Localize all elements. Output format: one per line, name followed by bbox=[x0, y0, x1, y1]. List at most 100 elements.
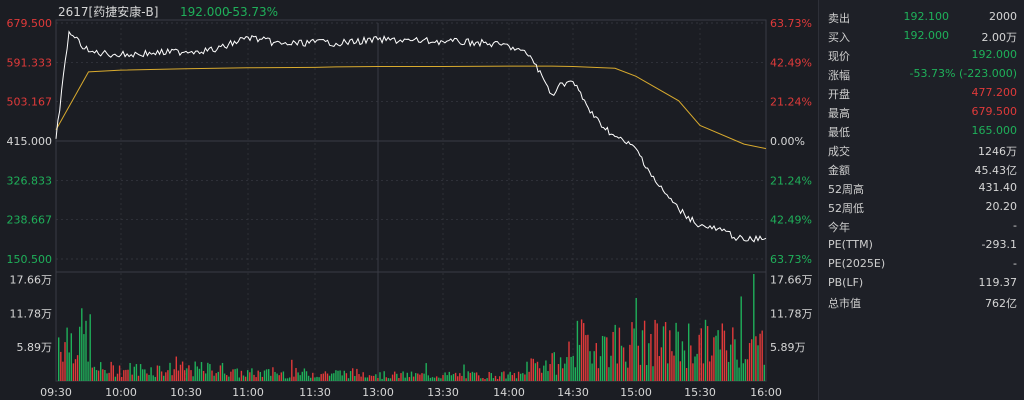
volume-bar bbox=[528, 371, 530, 381]
volume-bar bbox=[425, 363, 427, 381]
volume-bar bbox=[505, 378, 507, 381]
volume-bar bbox=[343, 370, 345, 381]
volume-bar bbox=[286, 378, 289, 381]
volume-bar bbox=[709, 361, 711, 381]
quote-row-label: 最低 bbox=[828, 126, 850, 139]
volume-bar bbox=[520, 373, 522, 381]
volume-bar bbox=[549, 364, 551, 381]
time-label: 10:30 bbox=[170, 386, 202, 399]
volume-bar bbox=[200, 362, 203, 381]
volume-bar bbox=[763, 364, 765, 381]
volume-bar bbox=[230, 371, 232, 381]
time-label: 13:00 bbox=[362, 386, 394, 399]
volume-bar bbox=[612, 331, 614, 381]
quote-row-value: 679.500 bbox=[971, 105, 1018, 118]
volume-bar bbox=[165, 372, 167, 381]
volume-bar bbox=[545, 360, 547, 381]
volume-bar bbox=[81, 308, 83, 381]
volume-bar bbox=[383, 371, 385, 381]
volume-bar bbox=[337, 370, 339, 381]
volume-bar bbox=[192, 376, 194, 381]
volume-bar bbox=[251, 368, 253, 381]
volume-bar bbox=[163, 375, 165, 381]
pct-tick-label: 42.49% bbox=[770, 56, 812, 69]
volume-bar bbox=[76, 355, 79, 381]
volume-bar bbox=[263, 370, 266, 381]
volume-bar bbox=[215, 373, 217, 381]
volume-bar bbox=[148, 374, 150, 381]
volume-bar bbox=[83, 334, 85, 381]
volume-bar bbox=[463, 364, 465, 381]
volume-bar bbox=[70, 333, 72, 381]
time-label: 09:30 bbox=[40, 386, 72, 399]
volume-bar bbox=[706, 326, 709, 381]
quote-row-value: 119.37 bbox=[978, 276, 1018, 289]
volume-bar bbox=[402, 371, 404, 381]
volume-bar bbox=[373, 375, 375, 381]
volume-bar bbox=[394, 371, 396, 381]
volume-bar bbox=[410, 371, 413, 381]
quote-row-label: PB(LF) bbox=[828, 276, 864, 289]
volume-bar bbox=[217, 371, 219, 381]
volume-bar bbox=[599, 356, 602, 381]
volume-bar bbox=[442, 375, 444, 381]
volume-bar bbox=[320, 374, 322, 381]
volume-bar bbox=[664, 322, 667, 381]
volume-bar bbox=[368, 375, 371, 381]
quote-row: PE(2025E) - bbox=[819, 255, 1024, 274]
volume-bar bbox=[60, 351, 62, 381]
volume-bar bbox=[293, 376, 295, 381]
volume-bar bbox=[375, 374, 377, 381]
volume-bar bbox=[102, 369, 104, 381]
volume-bar bbox=[475, 372, 478, 381]
volume-bar bbox=[198, 368, 201, 381]
volume-bar bbox=[690, 345, 692, 381]
time-label: 14:00 bbox=[493, 386, 525, 399]
volume-bar bbox=[564, 363, 566, 381]
volume-tick-label: 5.89万 bbox=[17, 341, 53, 354]
volume-bar bbox=[614, 324, 616, 381]
volume-bar bbox=[404, 377, 406, 381]
volume-bar bbox=[62, 361, 64, 381]
volume-bar bbox=[608, 367, 610, 381]
volume-bar bbox=[175, 356, 177, 381]
volume-bar bbox=[379, 372, 381, 381]
volume-bar bbox=[280, 372, 282, 381]
time-label: 11:30 bbox=[299, 386, 331, 399]
volume-bar bbox=[354, 375, 356, 381]
intraday-chart[interactable]: 679.500 591.333 503.167 415.000 326.833 238.6… bbox=[0, 0, 818, 400]
volume-bar bbox=[723, 330, 726, 381]
price-tick-label: 326.833 bbox=[7, 174, 53, 187]
volume-bar bbox=[511, 375, 513, 381]
volume-bar bbox=[207, 362, 209, 381]
volume-bar bbox=[249, 372, 251, 381]
volume-bar bbox=[742, 363, 744, 381]
volume-bar bbox=[226, 375, 228, 381]
quote-row-label: 成交 bbox=[828, 145, 850, 158]
volume-bar bbox=[171, 375, 173, 381]
volume-bar bbox=[150, 367, 152, 381]
volume-bar bbox=[305, 371, 308, 381]
buy-row: 买入 192.000 2.00万 bbox=[819, 27, 1024, 46]
quote-row: 最高 679.500 bbox=[819, 103, 1024, 122]
volume-bar bbox=[139, 364, 142, 381]
volume-bar bbox=[160, 371, 163, 381]
volume-bar bbox=[759, 333, 761, 381]
volume-bar bbox=[125, 369, 127, 381]
volume-bar bbox=[289, 377, 291, 381]
volume-bar bbox=[179, 364, 182, 381]
volume-bar bbox=[650, 333, 652, 381]
volume-bar bbox=[601, 335, 604, 381]
volume-bar bbox=[719, 349, 721, 381]
quote-row-value: 20.20 bbox=[985, 200, 1018, 213]
price-tick-label: 679.500 bbox=[7, 17, 53, 30]
volume-tick-label: 11.78万 bbox=[10, 307, 53, 320]
volume-bar bbox=[295, 367, 297, 381]
volume-bar bbox=[454, 372, 457, 381]
volume-bar bbox=[490, 373, 492, 381]
volume-bar bbox=[555, 374, 558, 381]
volume-bar bbox=[244, 376, 247, 381]
volume-bar bbox=[551, 353, 553, 381]
volume-bar bbox=[715, 335, 717, 381]
volume-bar bbox=[532, 358, 534, 381]
